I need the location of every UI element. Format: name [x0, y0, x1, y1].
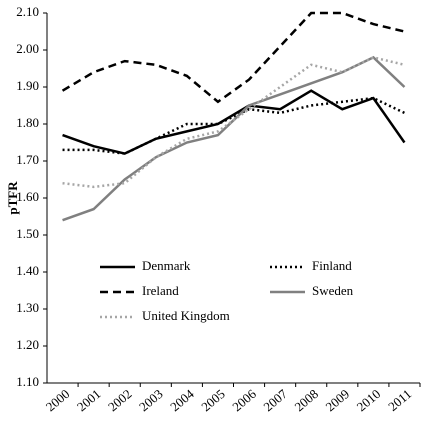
x-tick-label: 2003 — [136, 386, 166, 414]
series-line — [61, 11, 405, 104]
legend-label: Finland — [312, 258, 352, 273]
x-tick-label: 2000 — [43, 386, 73, 414]
y-tick-label: 1.90 — [16, 78, 39, 93]
y-tick-label: 1.50 — [16, 226, 39, 241]
y-axis-title: pTFR — [5, 181, 20, 215]
y-tick-label: 2.00 — [16, 41, 39, 56]
y-tick-label: 2.10 — [16, 4, 39, 19]
series-line — [62, 96, 405, 155]
legend-label: Sweden — [312, 283, 354, 298]
legend-label: Denmark — [142, 258, 191, 273]
series-line — [62, 89, 406, 155]
x-tick-label: 2001 — [74, 386, 104, 414]
x-tick-label: 2002 — [105, 386, 135, 414]
legend-label: United Kingdom — [142, 308, 230, 323]
x-tick-label: 2006 — [229, 386, 259, 415]
y-tick-label: 1.20 — [16, 337, 39, 352]
y-tick-label: 1.40 — [16, 263, 39, 278]
y-tick-label: 1.80 — [16, 115, 39, 130]
x-tick-label: 2004 — [167, 386, 197, 415]
x-tick-label: 2009 — [323, 386, 353, 414]
legend-label: Ireland — [142, 283, 179, 298]
y-tick-label: 1.60 — [16, 189, 39, 204]
x-tick-label: 2010 — [354, 386, 384, 414]
y-tick-label: 1.10 — [16, 374, 39, 389]
series-line — [62, 56, 405, 189]
x-tick-label: 2008 — [291, 386, 321, 414]
y-tick-label: 1.30 — [16, 300, 39, 315]
y-tick-label: 1.70 — [16, 152, 39, 167]
x-tick-label: 2007 — [260, 386, 290, 415]
series-line — [62, 55, 406, 222]
x-tick-label: 2011 — [385, 386, 414, 414]
x-tick-label: 2005 — [198, 386, 228, 414]
